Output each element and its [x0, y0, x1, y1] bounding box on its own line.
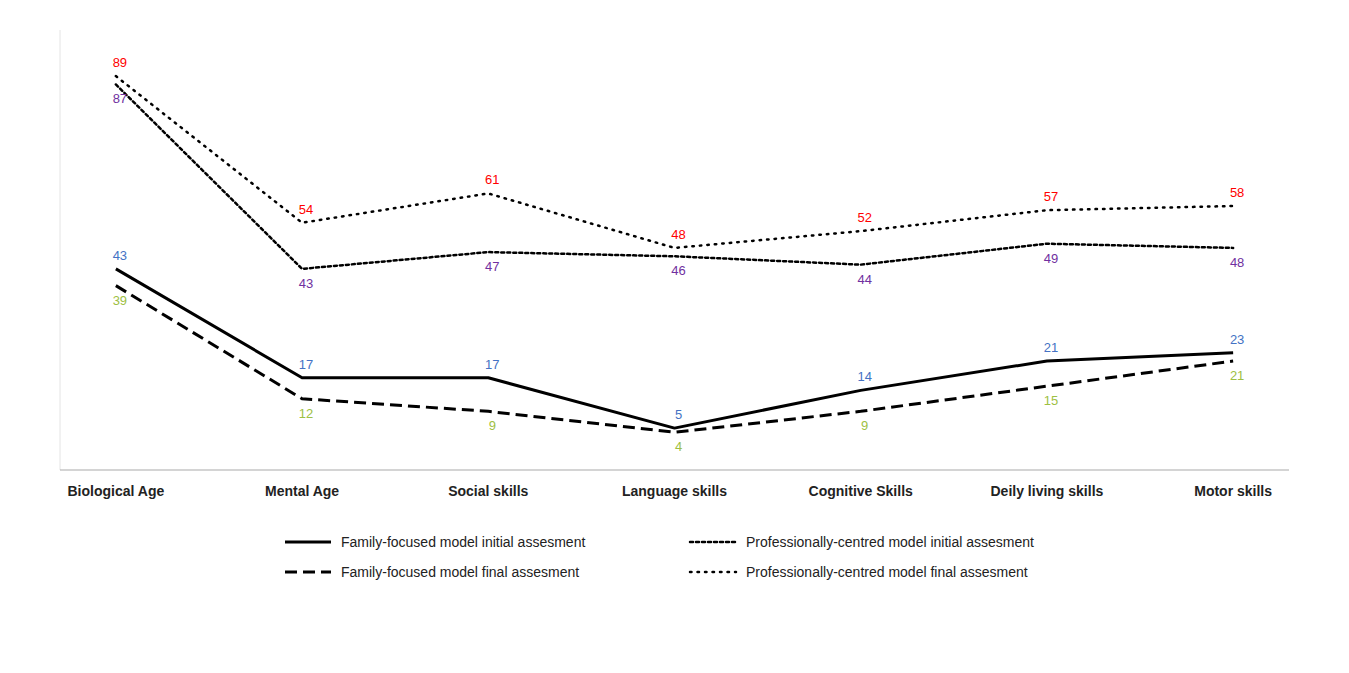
lines [116, 76, 1233, 432]
x-tick-label: Language skills [622, 483, 727, 499]
series-line [116, 286, 1233, 433]
data-label: 46 [671, 263, 685, 278]
data-label: 15 [1044, 393, 1058, 408]
data-label: 57 [1044, 189, 1058, 204]
data-label: 47 [485, 259, 499, 274]
legend-swatch [690, 571, 736, 574]
x-tick-label: Motor skills [1194, 483, 1272, 499]
legend-label: Professionally-centred model final asses… [746, 564, 1028, 580]
legend: Family-focused model initial assesment Fa… [285, 534, 1034, 580]
x-tick-label: Social skills [448, 483, 528, 499]
data-label: 52 [857, 210, 871, 225]
x-axis-line [60, 469, 1289, 470]
data-label: 17 [485, 357, 499, 372]
data-label: 23 [1230, 332, 1244, 347]
data-label: 5 [675, 407, 682, 422]
data-label: 39 [113, 293, 127, 308]
legend-swatch [690, 541, 736, 544]
data-label: 43 [113, 248, 127, 263]
data-label: 48 [1230, 255, 1244, 270]
x-tick-label: Mental Age [265, 483, 339, 499]
legend-label: Family-focused model initial assesment [341, 534, 585, 550]
data-label: 14 [857, 369, 871, 384]
data-label: 21 [1044, 340, 1058, 355]
chart-svg: Biological Age Mental Age Social skills Lan… [0, 0, 1349, 673]
data-label: 54 [299, 202, 313, 217]
data-label: 61 [485, 172, 499, 187]
data-label: 12 [299, 406, 313, 421]
data-label: 58 [1230, 185, 1244, 200]
data-labels: 4317175142123391294915218743474644494889… [113, 55, 1245, 454]
data-label: 4 [675, 439, 682, 454]
data-label: 44 [857, 272, 871, 287]
data-label: 87 [113, 91, 127, 106]
data-label: 9 [861, 418, 868, 433]
chart-container: Biological Age Mental Age Social skills Lan… [0, 0, 1349, 673]
legend-swatch [285, 571, 331, 574]
legend-label: Family-focused model final assesment [341, 564, 579, 580]
legend-label: Professionally-centred model initial ass… [746, 534, 1034, 550]
x-tick-label: Deily living skills [991, 483, 1104, 499]
data-label: 89 [113, 55, 127, 70]
x-tick-label: Biological Age [68, 483, 165, 499]
data-label: 49 [1044, 251, 1058, 266]
data-label: 48 [671, 227, 685, 242]
y-range-line [60, 30, 61, 470]
x-tick-label: Cognitive Skills [809, 483, 913, 499]
data-label: 43 [299, 276, 313, 291]
data-label: 21 [1230, 368, 1244, 383]
data-label: 9 [489, 418, 496, 433]
series-line [116, 269, 1233, 428]
legend-swatch [285, 541, 331, 544]
data-label: 17 [299, 357, 313, 372]
series-line [116, 84, 1233, 268]
series-line [116, 76, 1233, 248]
